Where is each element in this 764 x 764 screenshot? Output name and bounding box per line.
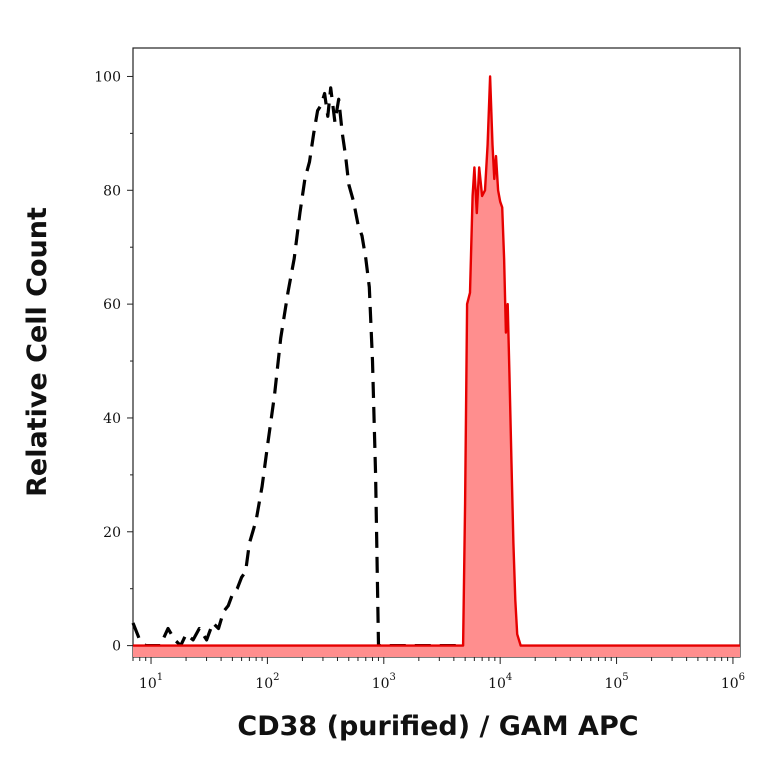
x-tick-label: 106	[721, 672, 745, 692]
plot-border	[132, 47, 741, 658]
x-tick-label: 103	[372, 672, 396, 692]
plot-frame	[132, 47, 741, 658]
y-axis-title: Relative Cell Count	[22, 207, 53, 497]
series-1-area	[133, 76, 740, 657]
series-layer	[131, 75, 740, 657]
y-tick-label: 60	[103, 297, 121, 313]
x-tick-label: 104	[488, 672, 512, 692]
x-tick-label: 102	[255, 672, 279, 692]
series-0-line	[131, 86, 466, 648]
y-tick-label: 80	[103, 183, 121, 199]
y-tick-label: 0	[112, 639, 121, 655]
x-tick-label: 101	[139, 672, 163, 692]
series-1-line	[133, 75, 740, 647]
y-tick-label: 100	[94, 69, 121, 85]
y-tick-label: 20	[103, 525, 121, 541]
x-tick-label: 105	[604, 672, 628, 692]
ticks-layer: 0 20 40 60 80 100 101 102 103 104 105 106	[94, 69, 745, 692]
x-axis-title: CD38 (purified) / GAM APC	[237, 711, 638, 742]
y-tick-label: 40	[103, 411, 121, 427]
